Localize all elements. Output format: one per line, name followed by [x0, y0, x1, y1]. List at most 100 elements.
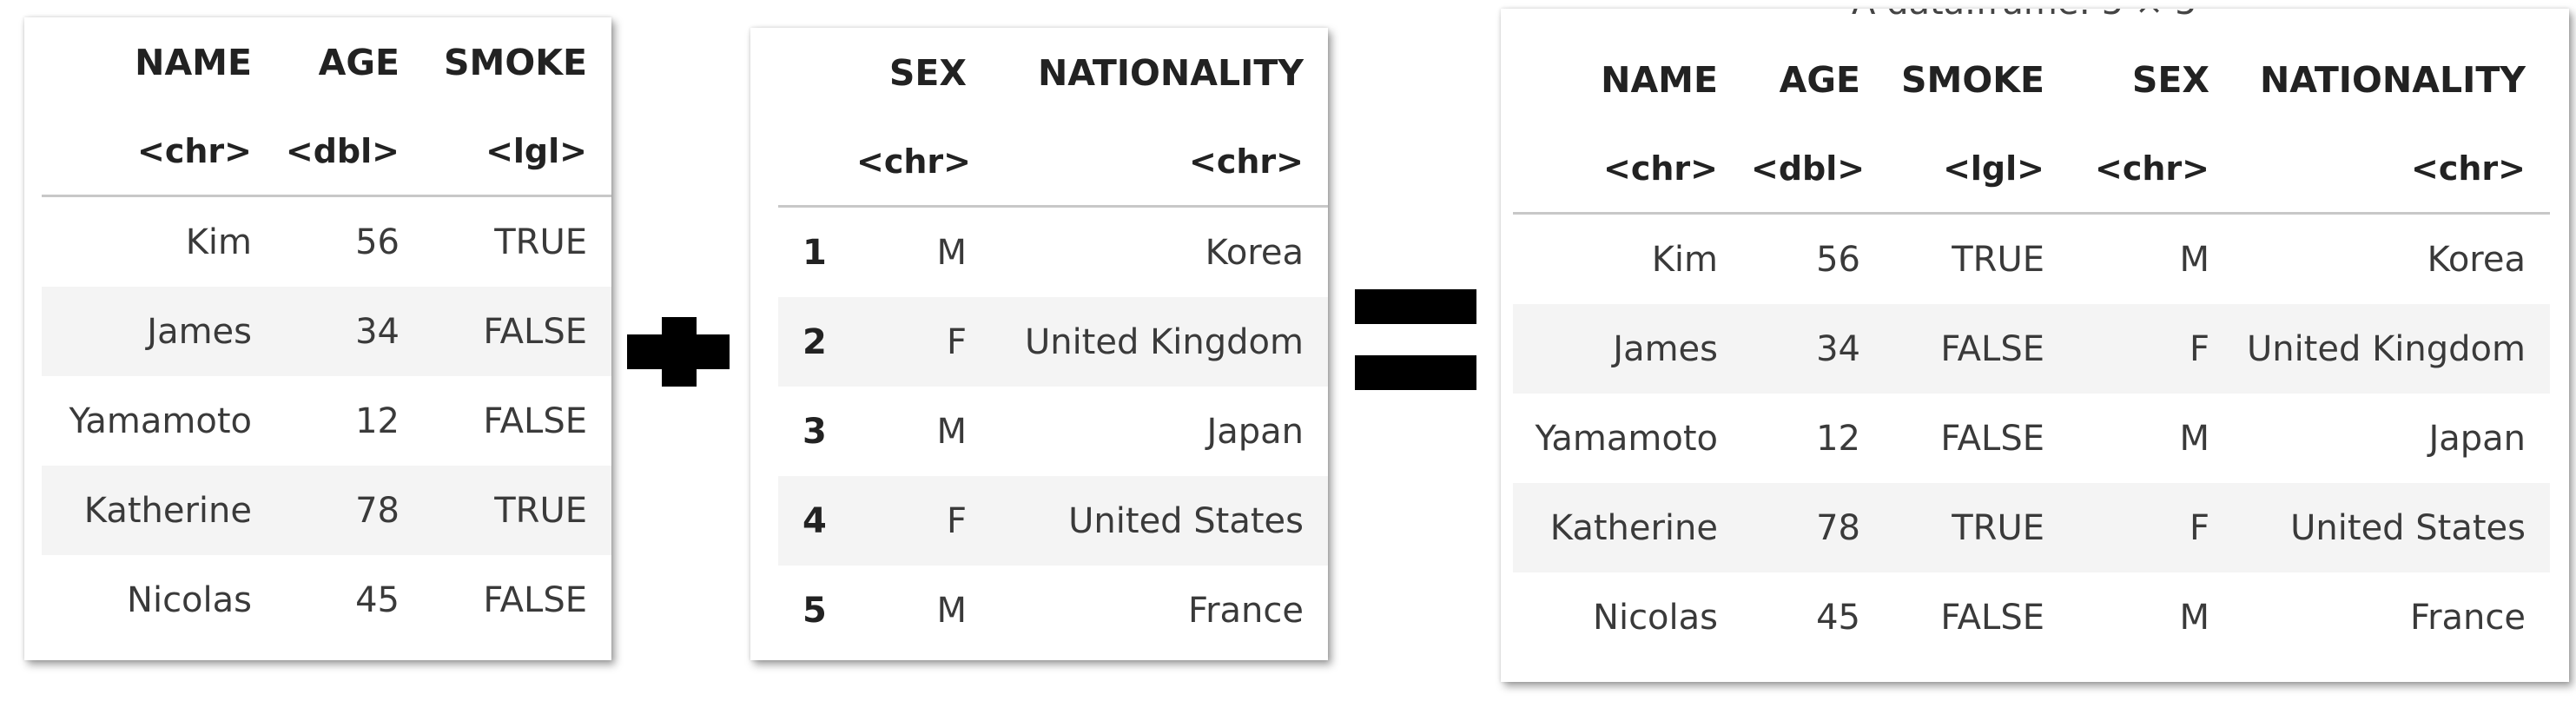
result-table-panel: A data.frame: 5 × 5 NAME AGE SMOKE SEX N… — [1501, 9, 2569, 682]
table-row: 4 F United States — [778, 476, 1328, 566]
cell: James — [1513, 304, 1742, 394]
cell: Japan — [1206, 411, 1304, 452]
table-caption: A data.frame: 5 × 5 — [1852, 9, 2197, 23]
row-number: 1 — [803, 232, 827, 273]
cell: 45 — [1816, 597, 1860, 638]
cell: James — [42, 287, 276, 376]
cell: 45 — [355, 579, 400, 620]
column-type: <chr> — [1513, 125, 1742, 215]
result-table: NAME AGE SMOKE SEX NATIONALITY <chr> <db… — [1513, 35, 2550, 662]
column-header-nationality: NATIONALITY — [2259, 59, 2526, 101]
cell: 56 — [1816, 239, 1860, 280]
cell: Japan — [2428, 418, 2526, 459]
table-row: Nicolas 45 FALSE — [42, 555, 611, 645]
cell: Kim — [185, 222, 252, 262]
column-type: <chr> — [2234, 125, 2550, 215]
table-row: James 34 FALSE — [42, 287, 611, 376]
middle-table: SEX NATIONALITY <chr> <chr> 1 M Korea 2 … — [778, 28, 1328, 655]
table-row: 1 M Korea — [778, 207, 1328, 298]
column-header-name: NAME — [135, 42, 252, 83]
row-number: 3 — [803, 411, 827, 452]
column-header-smoke: SMOKE — [1901, 59, 2044, 101]
cell: France — [2409, 597, 2526, 638]
column-header-age: AGE — [318, 42, 400, 83]
cell: 12 — [355, 400, 400, 441]
cell: Katherine — [42, 466, 276, 555]
column-type: <chr> — [42, 108, 276, 197]
cell: M — [2179, 239, 2209, 280]
cell: 34 — [276, 287, 424, 376]
cell: M — [936, 232, 967, 273]
cell: United Kingdom — [991, 297, 1328, 387]
cell: France — [1187, 590, 1304, 631]
table-row: 2 F United Kingdom — [778, 297, 1328, 387]
cell: 78 — [1742, 483, 1885, 572]
plus-icon — [627, 317, 730, 387]
table-row: Katherine 78 TRUE — [42, 466, 611, 555]
cell: F — [848, 297, 991, 387]
cell: Yamamoto — [69, 400, 252, 441]
cell: TRUE — [424, 466, 611, 555]
column-type: <dbl> — [276, 108, 424, 197]
cell: M — [2179, 418, 2209, 459]
cell: Nicolas — [127, 579, 252, 620]
cell: M — [936, 590, 967, 631]
cell: FALSE — [1940, 597, 2044, 638]
column-type: <chr> — [848, 118, 991, 208]
cell: Korea — [1205, 232, 1304, 273]
cell: TRUE — [1952, 239, 2044, 280]
row-number: 5 — [803, 590, 827, 631]
row-number: 2 — [778, 297, 848, 387]
cell: F — [2069, 483, 2234, 572]
table-row: 3 M Japan — [778, 387, 1328, 476]
middle-table-panel: SEX NATIONALITY <chr> <chr> 1 M Korea 2 … — [750, 28, 1328, 660]
cell: M — [2179, 597, 2209, 638]
cell: Nicolas — [1593, 597, 1718, 638]
column-type: <lgl> — [1885, 125, 2069, 215]
cell: FALSE — [483, 400, 587, 441]
cell: FALSE — [424, 287, 611, 376]
row-number-header — [778, 28, 848, 118]
left-table: NAME AGE SMOKE <chr> <dbl> <lgl> Kim 56 … — [42, 17, 611, 645]
column-header-name: NAME — [1601, 59, 1718, 101]
table-row: Kim 56 TRUE M Korea — [1513, 214, 2550, 305]
cell: TRUE — [1885, 483, 2069, 572]
column-type: <dbl> — [1742, 125, 1885, 215]
cell: F — [2069, 304, 2234, 394]
table-row: Katherine 78 TRUE F United States — [1513, 483, 2550, 572]
cell: Korea — [2427, 239, 2526, 280]
left-table-panel: NAME AGE SMOKE <chr> <dbl> <lgl> Kim 56 … — [24, 17, 611, 660]
table-row: Nicolas 45 FALSE M France — [1513, 572, 2550, 662]
column-type: <chr> — [991, 118, 1328, 208]
cell: 56 — [355, 222, 400, 262]
cell: United States — [991, 476, 1328, 566]
table-row: Kim 56 TRUE — [42, 196, 611, 288]
column-header-age: AGE — [1779, 59, 1860, 101]
cell: FALSE — [1940, 418, 2044, 459]
table-row: Yamamoto 12 FALSE — [42, 376, 611, 466]
column-type: <chr> — [2069, 125, 2234, 215]
cell: 34 — [1742, 304, 1885, 394]
cell: United States — [2234, 483, 2550, 572]
column-header-sex: SEX — [888, 52, 967, 94]
cell: F — [848, 476, 991, 566]
cell: Yamamoto — [1535, 418, 1718, 459]
cell: Katherine — [1513, 483, 1742, 572]
table-row: James 34 FALSE F United Kingdom — [1513, 304, 2550, 394]
equals-icon — [1355, 289, 1476, 390]
cell: TRUE — [494, 222, 587, 262]
cell: FALSE — [483, 579, 587, 620]
cell: 12 — [1816, 418, 1860, 459]
column-type: <lgl> — [424, 108, 611, 197]
cell: Kim — [1651, 239, 1718, 280]
table-row: Yamamoto 12 FALSE M Japan — [1513, 394, 2550, 483]
column-header-nationality: NATIONALITY — [1037, 52, 1304, 94]
cell: FALSE — [1885, 304, 2069, 394]
table-row: 5 M France — [778, 566, 1328, 655]
column-header-sex: SEX — [2131, 59, 2209, 101]
row-number: 4 — [778, 476, 848, 566]
cell: United Kingdom — [2234, 304, 2550, 394]
cell: M — [936, 411, 967, 452]
column-header-smoke: SMOKE — [444, 42, 587, 83]
cell: 78 — [276, 466, 424, 555]
